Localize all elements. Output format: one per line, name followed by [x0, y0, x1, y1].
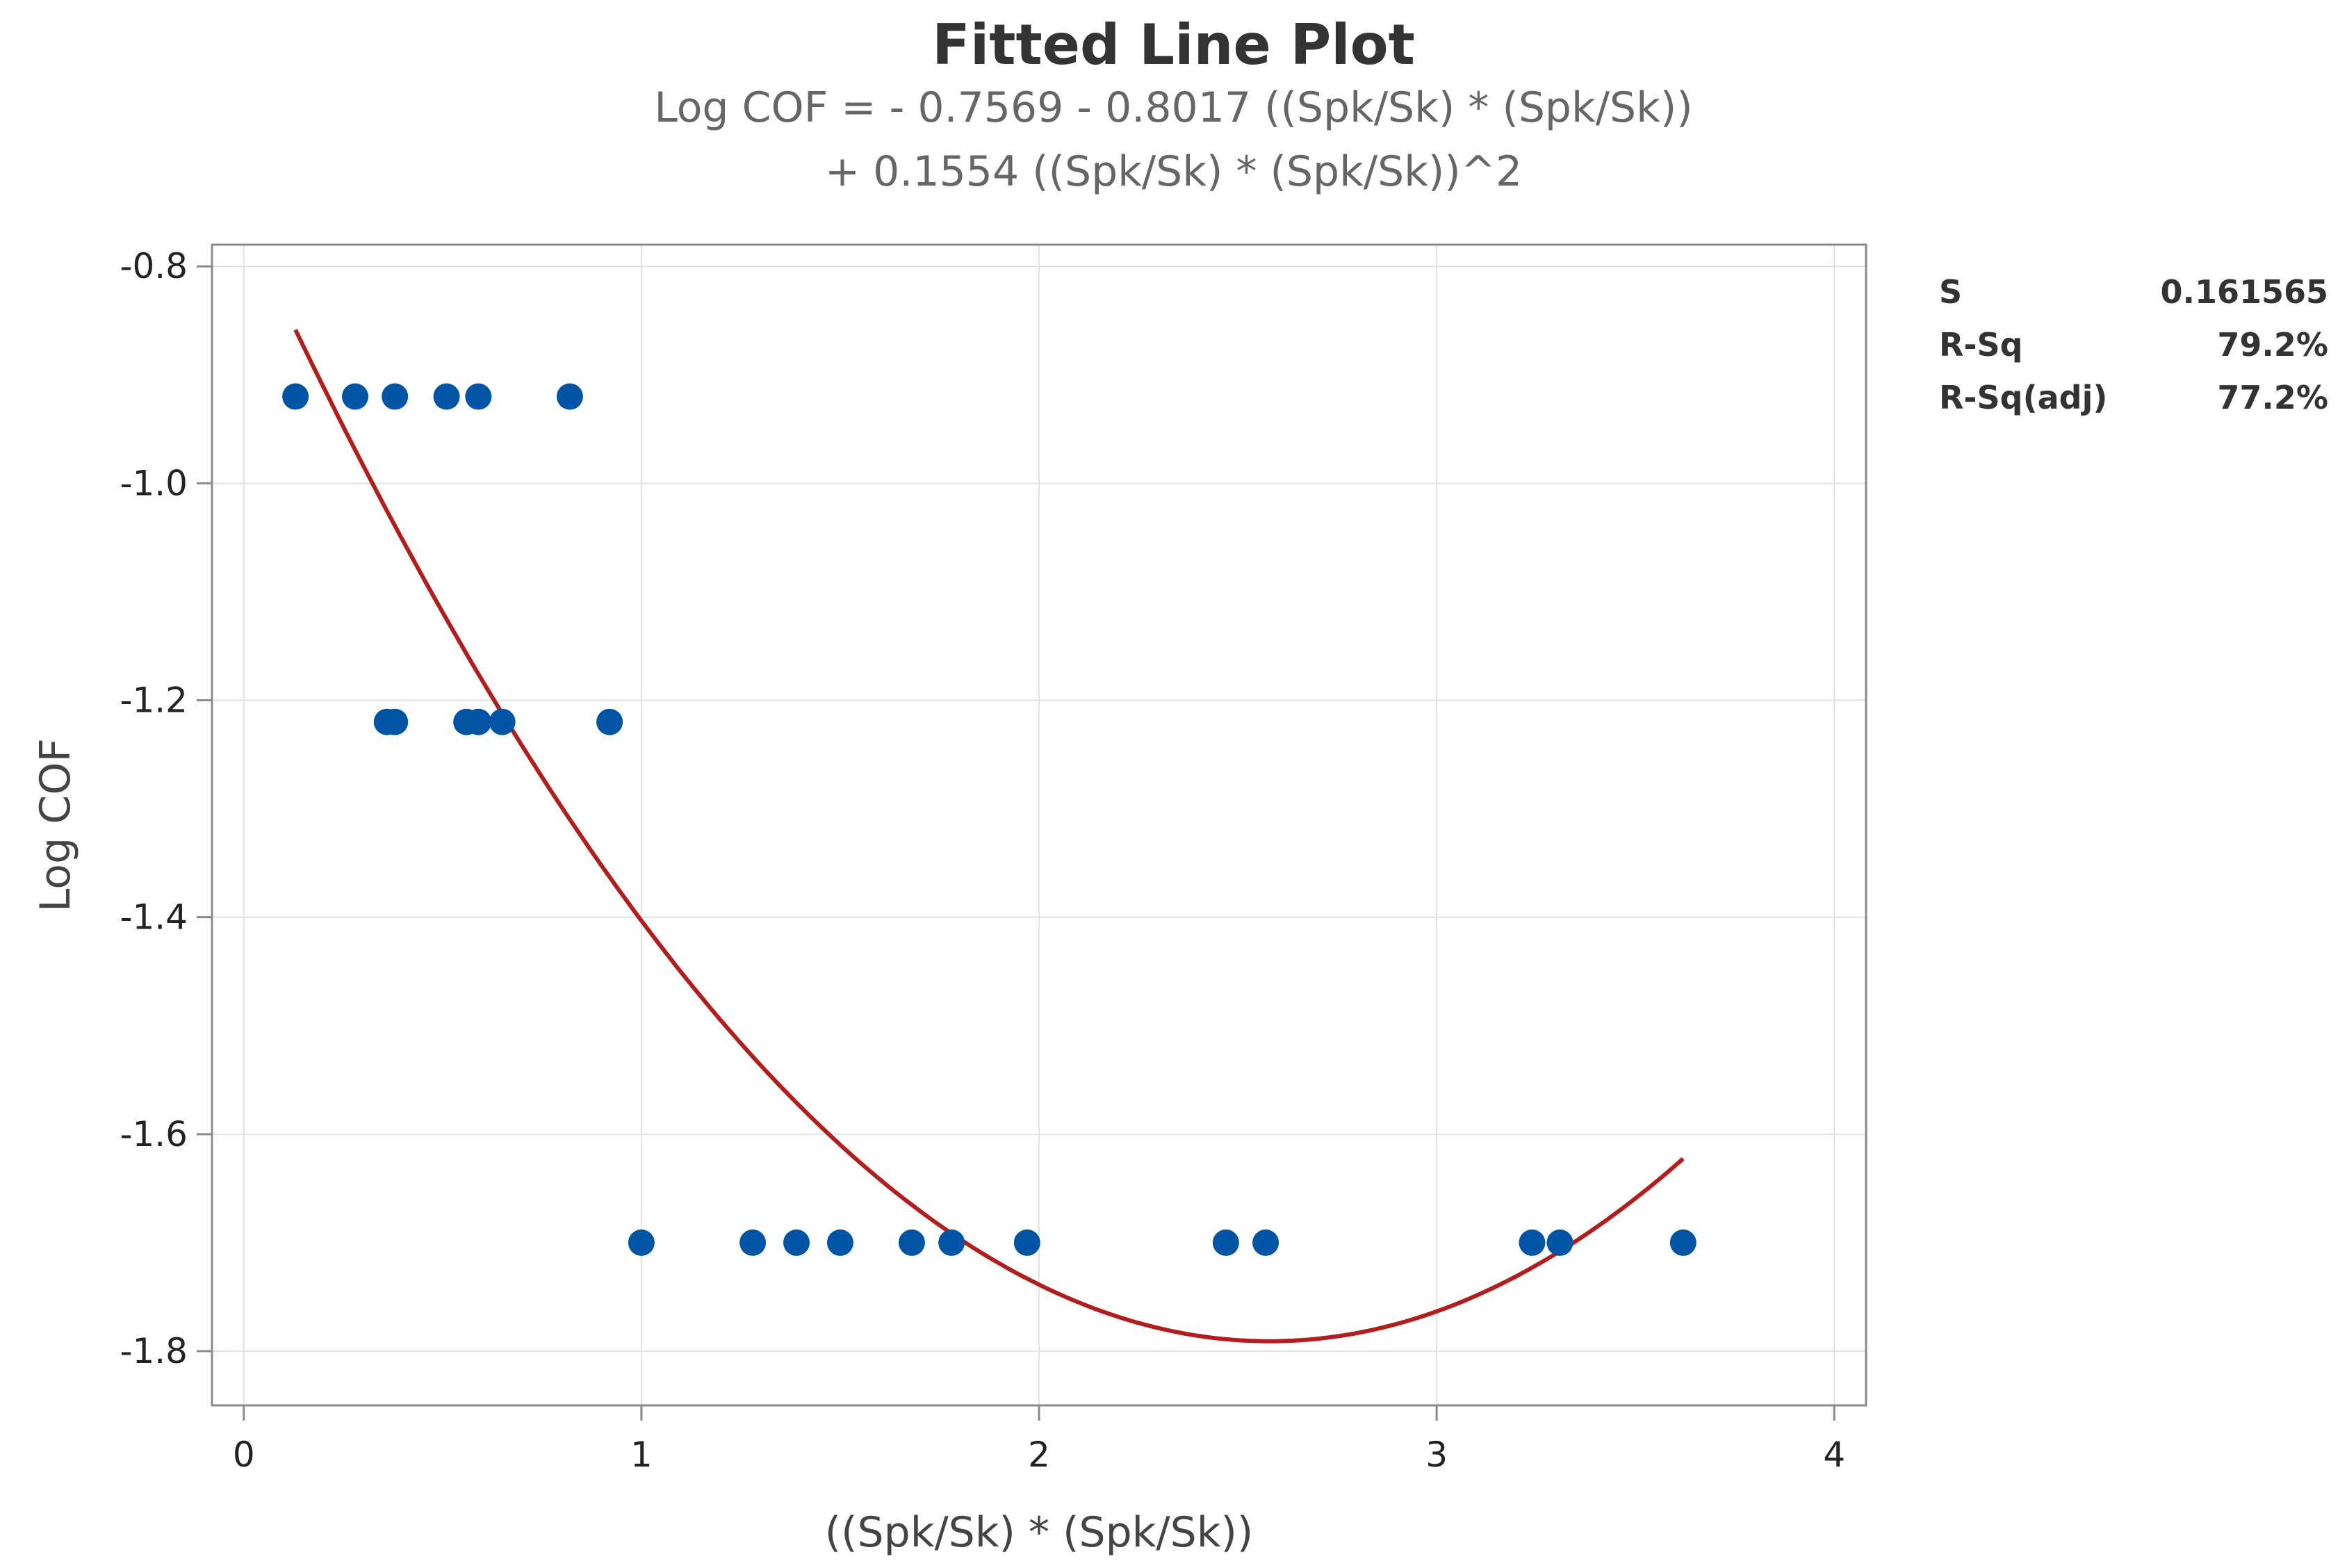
stat-value: 0.161565 — [2160, 273, 2328, 311]
data-point — [433, 383, 460, 410]
y-axis-label: Log COF — [31, 738, 80, 912]
y-tick-label: -1.6 — [120, 1114, 188, 1154]
stat-label: R-Sq(adj) — [1939, 379, 2108, 416]
x-tick-label: 1 — [630, 1435, 653, 1475]
grid-layer — [212, 245, 1866, 1405]
curve-layer — [293, 329, 1685, 1344]
y-tick-label: -1.0 — [120, 463, 188, 503]
point-layer — [282, 383, 1696, 1256]
data-point — [783, 1229, 810, 1256]
stat-label: S — [1939, 273, 1963, 311]
data-point — [739, 1229, 767, 1256]
x-tick-label: 2 — [1028, 1435, 1050, 1475]
stat-row-s: S 0.161565 — [1939, 266, 2328, 318]
regression-curve — [293, 329, 1685, 1344]
model-summary: S 0.161565 R-Sq 79.2% R-Sq(adj) 77.2% — [1939, 266, 2328, 424]
tick-layer: 0 1 2 3 4 -0.8 -1.0 -1.2 -1.4 -1.6 -1.8 — [120, 246, 1845, 1475]
chart-subtitle-line-2: + 0.1554 ((Spk/Sk) * (Spk/Sk))^2 — [824, 147, 1523, 196]
stat-row-rsq-adj: R-Sq(adj) 77.2% — [1939, 371, 2328, 424]
x-tick-label: 3 — [1425, 1435, 1448, 1475]
y-tick-label: -1.8 — [120, 1331, 188, 1371]
data-point — [1519, 1229, 1546, 1256]
y-tick-label: -0.8 — [120, 246, 188, 286]
data-point — [938, 1229, 965, 1256]
data-point — [1546, 1229, 1573, 1256]
data-point — [628, 1229, 655, 1256]
data-point — [596, 708, 623, 735]
stat-value: 77.2% — [2217, 379, 2328, 416]
data-point — [826, 1229, 853, 1256]
x-axis-label: ((Spk/Sk) * (Spk/Sk)) — [825, 1508, 1254, 1557]
data-point — [898, 1229, 925, 1256]
data-point — [556, 383, 583, 410]
stat-value: 79.2% — [2217, 326, 2328, 364]
data-point — [465, 383, 492, 410]
data-point — [382, 383, 409, 410]
data-point — [489, 708, 516, 735]
data-point — [341, 383, 368, 410]
data-point — [382, 708, 409, 735]
chart-title: Fitted Line Plot — [932, 13, 1415, 77]
data-point — [1013, 1229, 1040, 1256]
data-point — [1252, 1229, 1279, 1256]
data-point — [1212, 1229, 1239, 1256]
y-tick-label: -1.2 — [120, 680, 188, 721]
data-point — [1669, 1229, 1696, 1256]
y-tick-label: -1.4 — [120, 897, 188, 938]
x-tick-label: 4 — [1823, 1435, 1845, 1475]
stat-label: R-Sq — [1939, 326, 2023, 364]
data-point — [282, 383, 309, 410]
chart-subtitle-line-1: Log COF = - 0.7569 - 0.8017 ((Spk/Sk) * … — [654, 83, 1693, 132]
data-point — [465, 708, 492, 735]
x-tick-label: 0 — [233, 1435, 255, 1475]
stat-row-rsq: R-Sq 79.2% — [1939, 318, 2328, 371]
